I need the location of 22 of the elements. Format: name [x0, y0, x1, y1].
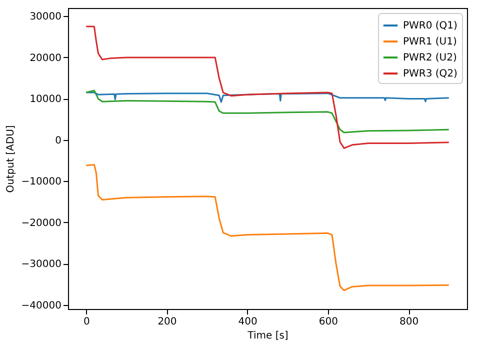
y-tick-label: 30000: [30, 12, 62, 23]
y-tick-label: −30000: [21, 259, 62, 270]
x-tick-label: 600: [318, 316, 338, 328]
line-series: [85, 92, 450, 103]
legend-label: PWR2 (U2): [403, 52, 457, 64]
x-tick-label: 800: [400, 316, 419, 328]
x-tick-label: 400: [238, 316, 258, 328]
y-tick-label: −20000: [21, 218, 62, 229]
x-tick-label: 200: [158, 316, 177, 328]
y-tick-label: 20000: [30, 52, 62, 64]
x-axis-title: Time [s]: [246, 330, 288, 342]
y-tick-label: −10000: [21, 176, 62, 188]
legend-label: PWR0 (Q1): [403, 20, 458, 32]
y-tick-label: −40000: [21, 300, 62, 312]
legend-label: PWR3 (Q2): [403, 68, 458, 80]
y-tick-label: 10000: [30, 94, 62, 106]
line-series: [85, 164, 450, 292]
y-axis-title: Output [ADU]: [5, 125, 16, 193]
y-tick-label: 0: [55, 135, 62, 146]
legend-label: PWR1 (U1): [403, 36, 457, 48]
x-tick-label: 0: [83, 316, 90, 328]
line-series: [85, 90, 450, 134]
